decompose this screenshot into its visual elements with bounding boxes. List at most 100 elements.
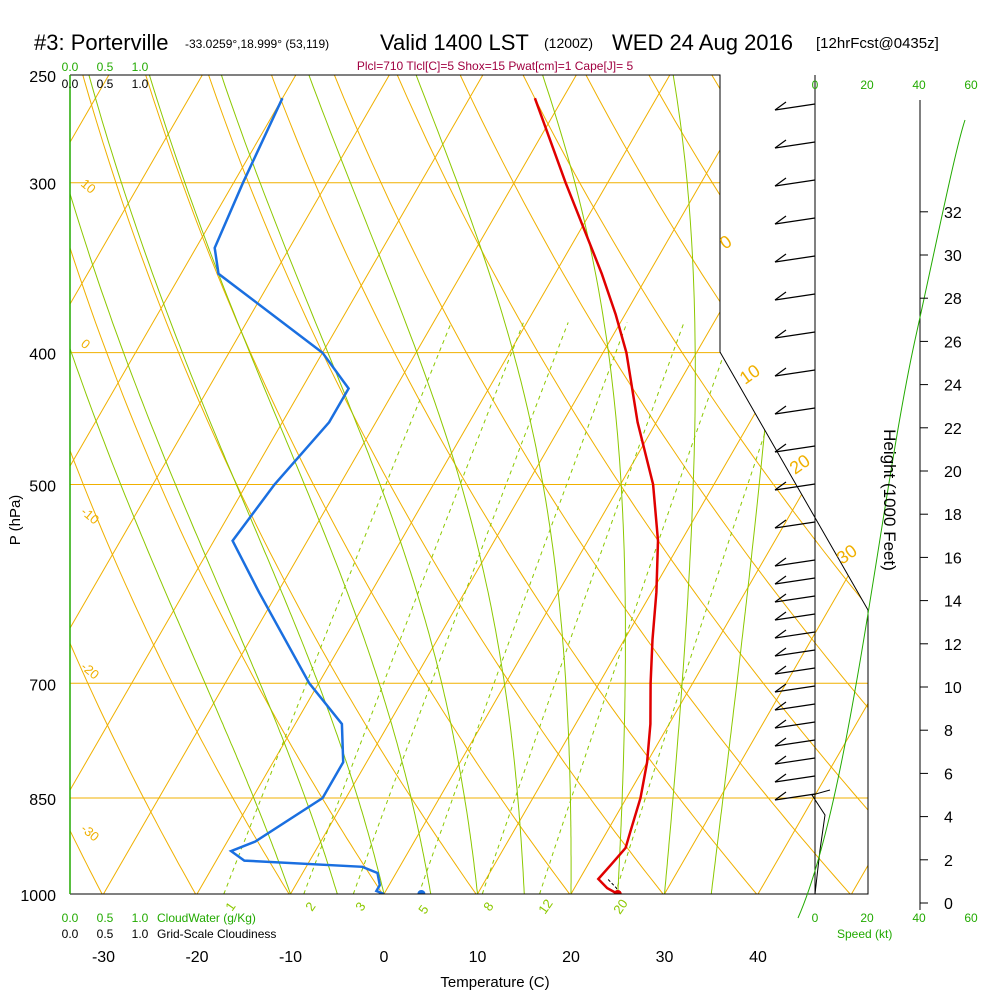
height-tick-label: 6 xyxy=(944,766,953,783)
height-tick-label: 22 xyxy=(944,421,962,438)
wind-barb-feather xyxy=(774,683,787,693)
dry-adiabat-line xyxy=(572,75,868,894)
dry-adiabat-line xyxy=(884,51,1000,894)
wind-barb xyxy=(774,217,816,225)
height-tick-label: 0 xyxy=(944,896,953,913)
wind-barb xyxy=(774,703,816,711)
cloudwater-tick-bottom: 0.5 xyxy=(97,911,114,925)
wind-barb-feather xyxy=(774,215,787,225)
wind-barb-feather xyxy=(774,177,787,187)
wind-barb xyxy=(774,757,816,765)
wind-barb xyxy=(774,775,816,783)
wind-barb xyxy=(774,445,816,453)
wind-barb xyxy=(774,595,816,603)
wind-barb xyxy=(774,293,816,301)
utc-time: (1200Z) xyxy=(544,35,593,51)
speed-tick-label-bottom: 60 xyxy=(964,911,978,925)
wind-barb xyxy=(774,141,816,149)
height-tick-label: 24 xyxy=(944,378,962,395)
wind-barb-feather xyxy=(774,557,787,567)
isotherm-line xyxy=(70,75,484,894)
speed-tick-label-top: 40 xyxy=(912,78,926,92)
cloudwater-tick-top: 1.0 xyxy=(132,60,149,74)
moist-adiabat-label: 30 xyxy=(833,540,861,568)
isotherm-line xyxy=(70,75,390,894)
pressure-tick-label: 250 xyxy=(29,69,56,86)
wind-barb-feather xyxy=(774,611,787,621)
speed-tick-label-top: 20 xyxy=(860,78,874,92)
wind-barb xyxy=(774,667,816,675)
dry-adiabat-line xyxy=(75,75,477,894)
moist-adiabat-line xyxy=(533,75,626,894)
valid-date: WED 24 Aug 2016 xyxy=(612,30,793,55)
cloudiness-label: Grid-Scale Cloudiness xyxy=(157,927,276,941)
wind-barb-feather xyxy=(774,367,787,377)
wind-barb-feather xyxy=(774,665,787,675)
dry-adiabat-line xyxy=(510,75,868,894)
moist-adiabat-line xyxy=(70,75,338,894)
wind-speed-profile-line xyxy=(797,119,966,919)
mixing-ratio-line xyxy=(223,322,452,894)
x-axis-label: Temperature (C) xyxy=(440,974,549,991)
wind-barb xyxy=(774,739,816,747)
height-tick-label: 18 xyxy=(944,507,962,524)
dry-adiabat-label: -20 xyxy=(78,659,102,683)
moist-adiabat-line xyxy=(141,75,432,894)
moist-adiabat-label: 10 xyxy=(736,360,764,388)
moist-adiabat-line xyxy=(664,75,696,894)
temperature-tick-label: 20 xyxy=(562,949,580,966)
wind-barb-feather xyxy=(774,701,787,711)
wind-barb xyxy=(774,631,816,639)
speed-tick-label-bottom: 20 xyxy=(860,911,874,925)
mixing-ratio-label: 20 xyxy=(610,896,631,916)
mixing-ratio-label: 5 xyxy=(415,902,431,917)
dry-adiabat-line xyxy=(386,75,868,894)
height-tick-label: 20 xyxy=(944,464,962,481)
moist-adiabat-line xyxy=(81,75,385,894)
cloudwater-label: CloudWater (g/Kg) xyxy=(157,911,256,925)
temperature-tick-label: 30 xyxy=(656,949,674,966)
dry-adiabat-line xyxy=(70,75,197,894)
pressure-tick-label: 1000 xyxy=(20,888,56,905)
isotherm-line xyxy=(477,75,868,894)
mixing-ratio-line xyxy=(481,322,685,894)
wind-barb xyxy=(774,685,816,693)
wind-barb xyxy=(774,331,816,339)
cloudiness-tick-top: 1.0 xyxy=(132,77,149,91)
temperature-tick-label: 10 xyxy=(469,949,487,966)
temperature-tick-label: -10 xyxy=(279,949,302,966)
height-tick-label: 26 xyxy=(944,334,962,351)
wind-barb xyxy=(774,369,816,377)
mixing-ratio-line xyxy=(352,322,569,894)
mixing-ratio-line xyxy=(539,322,736,894)
cloudwater-tick-bottom: 1.0 xyxy=(132,911,149,925)
wind-barb xyxy=(774,721,816,729)
cloudiness-tick-top: 0.0 xyxy=(62,77,79,91)
mixing-ratio-line xyxy=(614,322,803,894)
cloudwater-tick-top: 0.0 xyxy=(62,60,79,74)
height-tick-label: 4 xyxy=(944,810,953,827)
temperature-profile-line xyxy=(533,97,660,894)
speed-tick-label-top: 0 xyxy=(812,78,819,92)
cloudiness-tick-bottom: 0.0 xyxy=(62,927,79,941)
height-tick-label: 28 xyxy=(944,291,962,308)
temperature-tick-label: 0 xyxy=(380,949,389,966)
wind-barb xyxy=(774,179,816,187)
wind-barb-feather xyxy=(774,647,787,657)
dry-adiabat-label: -10 xyxy=(78,504,102,528)
dry-adiabat-line xyxy=(70,75,290,894)
wind-barb xyxy=(774,559,816,567)
isotherm-line xyxy=(196,75,671,894)
wind-barb-feather xyxy=(774,593,787,603)
isotherm-line xyxy=(0,75,15,894)
surface-dewpoint-marker xyxy=(417,890,426,894)
speed-tick-label-bottom: 0 xyxy=(812,911,819,925)
dry-adiabat-line xyxy=(262,75,757,894)
moist-adiabat-line xyxy=(70,75,291,894)
cloudiness-tick-top: 0.5 xyxy=(97,77,114,91)
mixing-ratio-line xyxy=(303,322,524,894)
pressure-tick-label: 850 xyxy=(29,792,56,809)
dry-adiabat-line xyxy=(70,75,384,894)
height-tick-label: 10 xyxy=(944,680,962,697)
